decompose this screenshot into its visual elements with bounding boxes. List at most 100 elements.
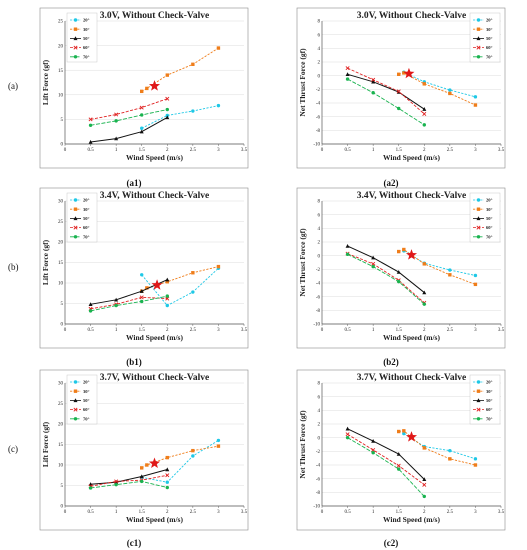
y-tick-label: 0 xyxy=(61,505,64,510)
data-point xyxy=(216,264,221,269)
x-tick-label: 0.5 xyxy=(87,328,94,333)
legend: 20° 30° 50° 60° 70° xyxy=(469,12,501,63)
y-tick-label: 0 xyxy=(318,254,321,259)
data-point xyxy=(114,479,119,484)
y-tick-label: 25 xyxy=(58,20,64,25)
x-tick-label: 2.5 xyxy=(190,328,197,333)
star-marker xyxy=(403,67,415,79)
data-point xyxy=(473,103,478,107)
chart-panel-b1: 3.4V, Without Check-Valve 0 5 10 15 20 25 30 0 0.… xyxy=(39,187,249,349)
x-tick-label: 2.5 xyxy=(190,510,197,515)
y-tick-label: 20 xyxy=(58,44,64,49)
data-point xyxy=(448,273,452,277)
y-tick-label: 0 xyxy=(318,436,321,441)
y-tick-label: -6 xyxy=(316,295,321,300)
legend-marker xyxy=(476,216,481,221)
data-point xyxy=(422,446,426,450)
series-line xyxy=(90,474,168,487)
legend-label: 30° xyxy=(83,389,90,394)
data-point xyxy=(165,277,170,282)
x-tick-label: 2.5 xyxy=(447,148,454,153)
data-point xyxy=(165,296,170,301)
legend-label: 30° xyxy=(486,389,493,394)
series-line xyxy=(347,253,425,304)
data-point xyxy=(422,123,426,127)
y-tick-label: 15 xyxy=(58,443,64,448)
data-point xyxy=(88,139,93,144)
data-point xyxy=(345,435,350,440)
data-point xyxy=(371,255,376,260)
x-tick-label: 1 xyxy=(115,328,118,333)
x-tick-label: 3.5 xyxy=(241,510,248,515)
data-point xyxy=(216,46,221,50)
data-point xyxy=(397,106,401,111)
legend-label: 20° xyxy=(83,198,90,203)
data-point xyxy=(397,279,401,284)
data-point xyxy=(473,95,478,99)
series-line xyxy=(347,428,425,480)
data-point xyxy=(140,113,144,117)
series-line xyxy=(90,116,168,143)
data-point xyxy=(345,66,350,71)
x-tick-label: 3 xyxy=(217,148,220,153)
data-point xyxy=(422,107,427,111)
series-2 xyxy=(345,244,427,295)
y-tick-label: 25 xyxy=(58,402,64,407)
series-4 xyxy=(345,435,426,499)
data-point xyxy=(473,273,478,278)
chart-title: 3.0V, Without Check-Valve xyxy=(357,11,466,21)
x-axis-label: Wind Speed (m/s) xyxy=(126,153,183,162)
chart-title: 3.7V, Without Check-Valve xyxy=(357,373,466,383)
data-point xyxy=(191,290,195,294)
chart-title: 3.4V, Without Check-Valve xyxy=(100,191,209,201)
x-tick-label: 3 xyxy=(474,510,477,515)
row-label-b: (b) xyxy=(8,262,19,272)
y-tick-label: 5 xyxy=(61,302,64,307)
data-point xyxy=(448,457,452,461)
data-point xyxy=(396,89,401,94)
legend: 20° 30° 50° 60° 70° xyxy=(66,12,98,63)
series-3 xyxy=(345,66,427,116)
data-point xyxy=(397,249,401,254)
data-point xyxy=(345,77,350,81)
y-tick-label: 6 xyxy=(318,33,321,38)
data-point xyxy=(345,244,350,248)
x-tick-label: 3 xyxy=(217,510,220,515)
data-point xyxy=(345,72,350,76)
data-point xyxy=(165,107,169,112)
x-tick-label: 2 xyxy=(423,328,426,333)
series-line xyxy=(347,437,425,497)
y-tick-label: 6 xyxy=(318,395,321,400)
x-tick-label: 0.5 xyxy=(344,510,351,515)
legend-label: 30° xyxy=(486,207,493,212)
x-tick-label: 1.5 xyxy=(396,510,403,515)
chart-title: 3.0V, Without Check-Valve xyxy=(100,11,209,21)
legend-label: 70° xyxy=(83,416,90,421)
series-2 xyxy=(88,115,170,144)
data-point xyxy=(216,438,221,443)
row-label-c: (c) xyxy=(8,444,18,454)
y-tick-label: 5 xyxy=(61,118,64,123)
y-tick-label: 0 xyxy=(61,323,64,328)
legend-label: 70° xyxy=(486,416,493,421)
series-line xyxy=(90,480,168,489)
legend: 20° 30° 50° 60° 70° xyxy=(469,192,501,243)
data-point xyxy=(422,290,427,295)
legend-marker xyxy=(476,27,481,31)
series-1 xyxy=(140,444,221,470)
data-point xyxy=(139,474,144,479)
legend-label: 30° xyxy=(83,27,90,32)
x-tick-label: 0 xyxy=(64,148,67,153)
series-line xyxy=(347,433,425,486)
x-tick-label: 0.5 xyxy=(344,148,351,153)
y-axis-label: Lift Force (gf) xyxy=(41,421,50,467)
x-tick-label: 0 xyxy=(64,510,67,515)
series-line xyxy=(347,73,425,110)
y-tick-label: -4 xyxy=(316,282,321,287)
legend-label: 60° xyxy=(83,407,90,412)
series-3 xyxy=(345,432,427,487)
data-point xyxy=(396,451,401,456)
data-point xyxy=(371,438,376,443)
legend-label: 70° xyxy=(486,54,493,59)
series-line xyxy=(141,105,219,129)
